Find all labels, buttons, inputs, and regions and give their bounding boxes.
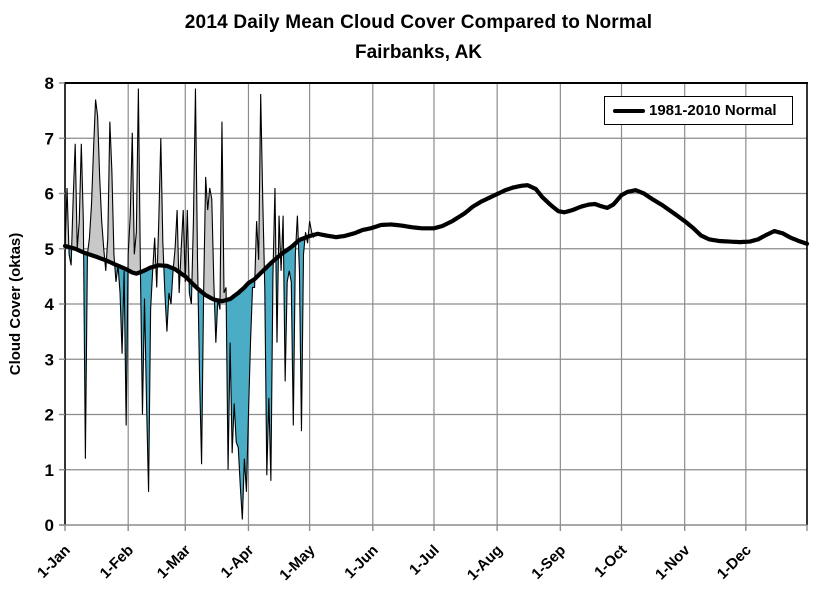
y-tick-label: 6 xyxy=(45,185,54,204)
normal-line-legend-icon xyxy=(613,108,645,113)
y-tick-label: 5 xyxy=(45,240,54,259)
y-axis-title: Cloud Cover (oktas) xyxy=(7,232,24,376)
y-tick-label: 7 xyxy=(45,129,54,148)
normal-line xyxy=(62,183,810,304)
x-tick-label: 1-Feb xyxy=(97,542,137,582)
legend-label: 1981-2010 Normal xyxy=(649,102,777,119)
chart-title: 2014 Daily Mean Cloud Cover Compared to … xyxy=(184,12,653,33)
y-tick-label: 2 xyxy=(45,406,54,425)
x-tick-label: 1-Mar xyxy=(154,542,194,582)
y-tick-label: 8 xyxy=(45,74,54,93)
x-tick-label: 1-Jan xyxy=(34,542,74,582)
x-tick-label: 1-Jun xyxy=(341,542,381,582)
x-tick-label: 1-Apr xyxy=(218,542,258,582)
x-tick-label: 1-Jul xyxy=(406,542,443,579)
y-tick-label: 0 xyxy=(45,516,54,535)
y-tick-label: 1 xyxy=(45,461,54,480)
x-tick-label: 1-Dec xyxy=(714,542,755,583)
x-tick-label: 1-Oct xyxy=(591,542,630,581)
x-tick-label: 1-Nov xyxy=(652,541,694,583)
x-tick-label: 1-May xyxy=(276,541,319,584)
x-tick-label: 1-Aug xyxy=(464,542,506,584)
y-tick-label: 4 xyxy=(45,295,55,314)
chart-subtitle: Fairbanks, AK xyxy=(354,42,483,63)
y-tick-label: 3 xyxy=(45,350,54,369)
legend: 1981-2010 Normal xyxy=(604,96,793,125)
x-tick-label: 1-Sep xyxy=(528,542,569,583)
